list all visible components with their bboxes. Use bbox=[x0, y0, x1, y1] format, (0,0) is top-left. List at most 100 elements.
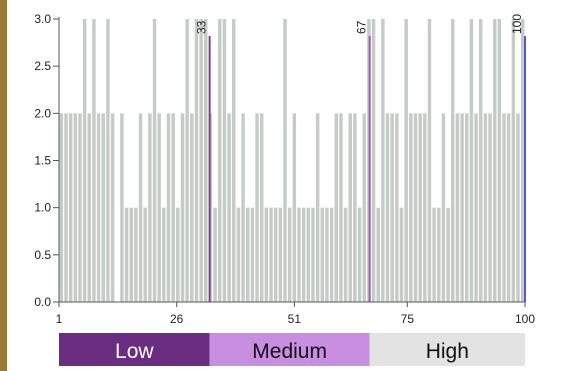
bar bbox=[348, 113, 352, 302]
bar bbox=[483, 113, 488, 302]
bar bbox=[190, 113, 194, 302]
bar bbox=[516, 113, 520, 302]
bar bbox=[353, 113, 357, 302]
bar bbox=[371, 19, 376, 302]
bar bbox=[241, 113, 245, 302]
y-tick-label: 2.5 bbox=[34, 59, 51, 73]
bar bbox=[273, 207, 278, 302]
bar bbox=[292, 113, 297, 302]
bar bbox=[92, 19, 96, 302]
bar bbox=[432, 207, 436, 302]
bar bbox=[194, 19, 199, 302]
bar bbox=[409, 113, 413, 302]
bar bbox=[106, 19, 110, 302]
bar bbox=[259, 113, 264, 302]
x-tick-label: 51 bbox=[288, 312, 302, 326]
bar bbox=[134, 207, 138, 302]
bar bbox=[297, 207, 301, 302]
bar bbox=[138, 113, 143, 302]
bar bbox=[278, 207, 283, 302]
bar bbox=[506, 113, 511, 302]
bar bbox=[120, 113, 124, 302]
bar bbox=[479, 19, 483, 302]
bar bbox=[199, 19, 203, 302]
bar bbox=[143, 207, 147, 302]
left-border-strip bbox=[0, 0, 7, 371]
bar bbox=[301, 207, 306, 302]
bar bbox=[64, 113, 68, 302]
band-label-high: High bbox=[426, 340, 469, 363]
bar bbox=[320, 207, 325, 302]
bar bbox=[269, 207, 273, 302]
bar bbox=[68, 113, 73, 302]
y-tick-label: 1.0 bbox=[34, 201, 51, 215]
bar bbox=[404, 19, 408, 302]
bar bbox=[502, 113, 506, 302]
bar bbox=[399, 207, 404, 302]
bar bbox=[148, 113, 152, 302]
x-tick-label: 100 bbox=[515, 312, 535, 326]
cutoff-lines-group: 33 67 100 bbox=[195, 14, 526, 302]
band-label-low: Low bbox=[115, 340, 154, 363]
bar bbox=[255, 113, 259, 302]
bar bbox=[73, 113, 78, 302]
bar bbox=[166, 113, 171, 302]
bar bbox=[446, 207, 450, 302]
band-low bbox=[59, 333, 210, 366]
bar bbox=[418, 113, 422, 302]
y-tick-label: 2.0 bbox=[34, 106, 51, 120]
bar bbox=[204, 19, 208, 302]
bar bbox=[213, 207, 217, 302]
bar bbox=[385, 113, 390, 302]
bar bbox=[488, 113, 492, 302]
bar bbox=[96, 113, 101, 302]
cutoff-label: 100 bbox=[510, 14, 524, 34]
bar bbox=[176, 207, 180, 302]
bar bbox=[343, 207, 348, 302]
bar bbox=[222, 19, 227, 302]
bar bbox=[339, 113, 343, 302]
bar bbox=[306, 207, 311, 302]
category-bands-group: Low Medium High bbox=[59, 333, 525, 366]
band-medium bbox=[209, 333, 370, 366]
bar bbox=[78, 113, 82, 302]
bar bbox=[246, 207, 250, 302]
y-tick-label: 3.0 bbox=[34, 12, 51, 26]
bar bbox=[59, 113, 64, 302]
bar bbox=[236, 207, 241, 302]
bar bbox=[492, 19, 497, 302]
bar bbox=[218, 19, 222, 302]
bar bbox=[180, 113, 185, 302]
bar bbox=[152, 19, 157, 302]
bar bbox=[185, 19, 189, 302]
bar bbox=[129, 207, 133, 302]
bar bbox=[427, 19, 432, 302]
cutoff-label: 67 bbox=[355, 20, 369, 34]
y-tick-label: 0.5 bbox=[34, 248, 51, 262]
x-tick-label: 1 bbox=[56, 312, 63, 326]
bar bbox=[497, 19, 502, 302]
bar bbox=[157, 113, 161, 302]
bar bbox=[437, 207, 441, 302]
bar bbox=[390, 113, 394, 302]
bar bbox=[423, 113, 427, 302]
x-tick-label: 75 bbox=[401, 312, 415, 326]
bar bbox=[283, 19, 287, 302]
bar bbox=[381, 19, 385, 302]
bar bbox=[441, 113, 446, 302]
bar bbox=[451, 19, 455, 302]
bar bbox=[311, 207, 315, 302]
bar bbox=[82, 19, 87, 302]
bar bbox=[474, 113, 478, 302]
band-high bbox=[369, 333, 525, 366]
axes-group: 0.0 0.5 1.0 1.5 2.0 2.5 3.0 1 26 51 75 100 bbox=[34, 12, 535, 326]
bar bbox=[110, 113, 115, 302]
bar bbox=[520, 19, 525, 302]
bar bbox=[460, 113, 464, 302]
bar bbox=[511, 19, 516, 302]
bar bbox=[264, 207, 269, 302]
bar bbox=[334, 113, 338, 302]
bar bbox=[465, 113, 469, 302]
y-tick-label: 1.5 bbox=[34, 154, 51, 168]
